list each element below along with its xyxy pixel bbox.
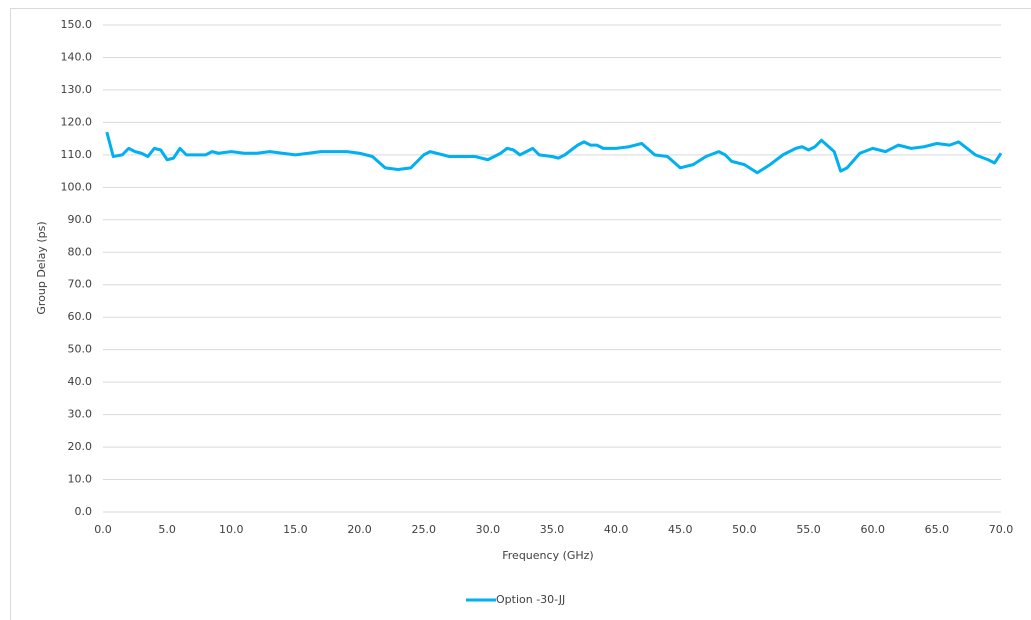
x-tick-label: 50.0 bbox=[732, 523, 757, 536]
x-tick-label: 25.0 bbox=[411, 523, 436, 536]
x-tick-label: 10.0 bbox=[219, 523, 244, 536]
x-tick-label: 20.0 bbox=[347, 523, 372, 536]
y-tick-label: 110.0 bbox=[61, 148, 93, 161]
x-tick-label: 45.0 bbox=[668, 523, 693, 536]
y-tick-label: 20.0 bbox=[68, 440, 93, 453]
legend-label: Option -30-JJ bbox=[496, 593, 565, 606]
x-tick-label: 35.0 bbox=[540, 523, 565, 536]
y-tick-label: 60.0 bbox=[68, 310, 93, 323]
data-line bbox=[105, 131, 1003, 175]
y-tick-label: 150.0 bbox=[61, 18, 93, 31]
y-tick-label: 100.0 bbox=[61, 180, 93, 193]
y-tick-label: 90.0 bbox=[68, 213, 93, 226]
x-tick-label: 40.0 bbox=[604, 523, 629, 536]
y-tick-label: 80.0 bbox=[68, 245, 93, 258]
y-tick-label: 40.0 bbox=[68, 375, 93, 388]
y-tick-label: 10.0 bbox=[68, 473, 93, 486]
y-tick-label: 70.0 bbox=[68, 278, 93, 291]
y-tick-label: 130.0 bbox=[61, 83, 93, 96]
x-tick-label: 70.0 bbox=[989, 523, 1014, 536]
y-tick-label: 50.0 bbox=[68, 343, 93, 356]
x-tick-label: 15.0 bbox=[283, 523, 308, 536]
y-tick-label: 120.0 bbox=[61, 115, 93, 128]
x-tick-label: 55.0 bbox=[796, 523, 821, 536]
x-tick-label: 0.0 bbox=[94, 523, 112, 536]
x-axis-title: Frequency (GHz) bbox=[502, 549, 593, 562]
x-tick-label: 60.0 bbox=[860, 523, 885, 536]
y-tick-label: 140.0 bbox=[61, 50, 93, 63]
y-axis-title: Group Delay (ps) bbox=[35, 221, 48, 314]
x-tick-label: 30.0 bbox=[476, 523, 501, 536]
y-tick-label: 0.0 bbox=[75, 505, 93, 518]
chart-border bbox=[10, 8, 1031, 620]
x-tick-label: 65.0 bbox=[925, 523, 950, 536]
x-tick-label: 5.0 bbox=[158, 523, 176, 536]
y-tick-label: 30.0 bbox=[68, 408, 93, 421]
